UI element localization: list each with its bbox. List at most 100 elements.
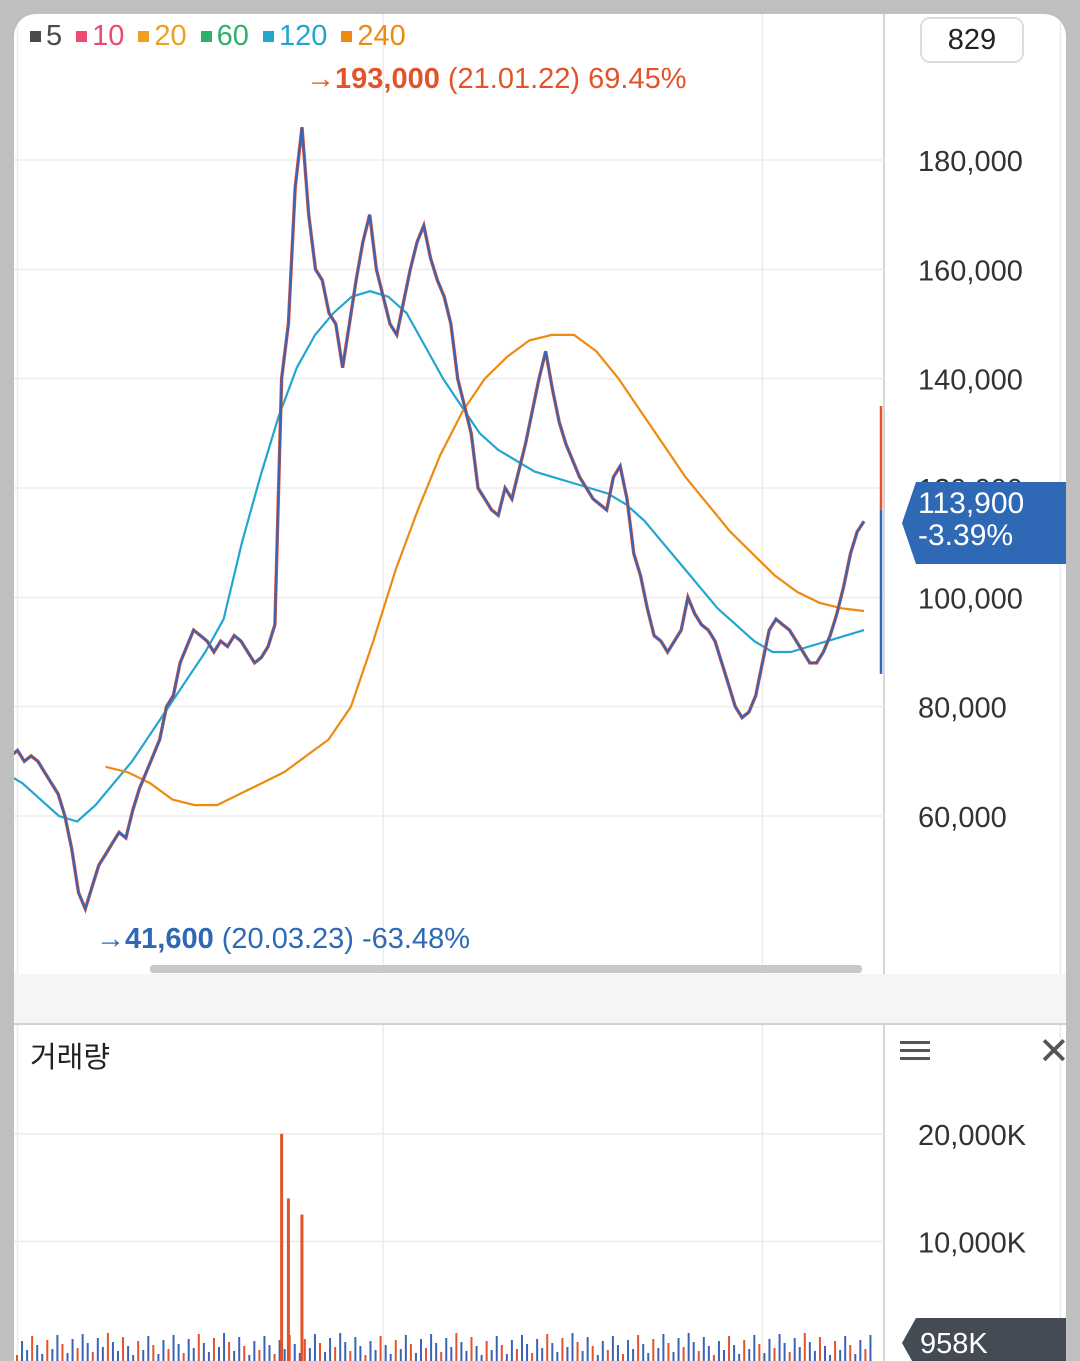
volume-bar [172, 1335, 175, 1361]
legend-item-20[interactable]: 20 [138, 20, 187, 53]
volume-bar [233, 1351, 236, 1361]
volume-bar [783, 1343, 786, 1361]
volume-bar [551, 1343, 554, 1361]
volume-bar [808, 1342, 811, 1361]
volume-bar [526, 1344, 529, 1361]
legend-label: 5 [46, 20, 63, 52]
volume-bar [753, 1335, 756, 1361]
volume-bar [460, 1342, 463, 1361]
volume-bar [86, 1343, 89, 1361]
volume-peak-bar [280, 1133, 284, 1361]
volume-bar [273, 1354, 276, 1361]
volume-bar [677, 1338, 680, 1361]
volume-bar [263, 1336, 266, 1361]
legend-item-5[interactable]: 5 [30, 20, 62, 53]
volume-bar [359, 1346, 362, 1361]
volume-bar [647, 1353, 650, 1361]
volume-bar [824, 1346, 826, 1361]
volume-bar [834, 1341, 837, 1361]
current-volume-tag: 958K [902, 1318, 1066, 1361]
low-marker-detail: (20.03.23) -63.48% [222, 923, 470, 955]
legend-label: 120 [278, 20, 328, 52]
volume-bar [41, 1354, 44, 1361]
volume-bar [137, 1341, 140, 1361]
volume-bar [354, 1337, 357, 1361]
volume-bar [521, 1335, 523, 1361]
volume-bar [662, 1334, 665, 1361]
volume-bar [622, 1354, 624, 1361]
volume-bar [672, 1352, 675, 1361]
current-price-tag: 113,900 -3.39% [902, 482, 1066, 564]
volume-bar [849, 1345, 852, 1361]
volume-bar [829, 1355, 832, 1361]
volume-bar [581, 1351, 584, 1361]
high-marker-price: →193,000 [306, 63, 448, 95]
volume-bar [192, 1348, 195, 1361]
volume-bar [606, 1350, 609, 1361]
volume-bar [702, 1337, 705, 1361]
close-icon[interactable]: ✕ [1038, 1031, 1066, 1073]
volume-bar [864, 1349, 867, 1361]
volume-bar [313, 1334, 316, 1361]
volume-bar [36, 1345, 39, 1361]
volume-bar [238, 1337, 241, 1361]
menu-icon[interactable] [900, 1036, 930, 1066]
legend-label: 10 [92, 20, 125, 52]
legend-item-60[interactable]: 60 [200, 20, 249, 53]
legend-item-240[interactable]: 240 [341, 20, 406, 53]
legend-item-120[interactable]: 120 [262, 20, 328, 53]
price-tick-label: 100,000 [918, 583, 1023, 615]
volume-bar [228, 1342, 231, 1361]
volume-bar [768, 1339, 771, 1361]
volume-bar [414, 1353, 417, 1361]
volume-bar [425, 1348, 428, 1361]
volume-bar [197, 1334, 200, 1361]
volume-bar [46, 1340, 49, 1361]
volume-bar [839, 1350, 842, 1361]
volume-bar [101, 1347, 104, 1361]
volume-bar [298, 1353, 301, 1361]
volume-bar [187, 1339, 190, 1361]
legend-item-10[interactable]: 10 [76, 20, 124, 53]
volume-bar [177, 1344, 180, 1361]
volume-bar [253, 1341, 256, 1361]
volume-bar [859, 1340, 862, 1361]
volume-bar [167, 1349, 170, 1361]
ma-line-ma120 [14, 290, 865, 823]
volume-bar [793, 1338, 796, 1361]
price-line [14, 127, 865, 913]
volume-bar [384, 1345, 387, 1361]
volume-bar [561, 1338, 564, 1361]
chart-frame: 180,000160,000140,000120,000100,00080,00… [14, 14, 1066, 1361]
volume-bar [182, 1353, 185, 1361]
volume-bar [389, 1354, 392, 1361]
legend-swatch [138, 31, 150, 42]
volume-bar [556, 1352, 559, 1361]
volume-bar [657, 1348, 660, 1361]
volume-bar [420, 1339, 422, 1361]
volume-bar [536, 1339, 539, 1361]
volume-bar [66, 1353, 69, 1361]
volume-bar [627, 1340, 630, 1361]
volume-bar [445, 1338, 448, 1361]
volume-bar [51, 1349, 54, 1361]
volume-bar [505, 1354, 508, 1361]
volume-bar [723, 1350, 725, 1361]
chart-canvas[interactable]: 180,000160,000140,000120,000100,00080,00… [14, 14, 1066, 1361]
volume-bar [329, 1338, 332, 1361]
volume-bar [303, 1339, 306, 1361]
ma-legend: 5 10 20 60 120 240 [30, 20, 406, 53]
legend-label: 20 [154, 20, 187, 52]
price-tick-label: 180,000 [918, 146, 1023, 178]
volume-bar [566, 1347, 569, 1361]
volume-bar [586, 1337, 589, 1361]
volume-bar [687, 1333, 690, 1361]
top-count-badge[interactable]: 829 [920, 17, 1024, 63]
volume-bar [576, 1342, 579, 1361]
volume-bar [243, 1346, 246, 1361]
volume-bar [207, 1352, 210, 1361]
volume-peak-bar [300, 1214, 304, 1361]
volume-bar [308, 1348, 311, 1361]
volume-bar [591, 1346, 594, 1361]
volume-bar [142, 1350, 145, 1361]
